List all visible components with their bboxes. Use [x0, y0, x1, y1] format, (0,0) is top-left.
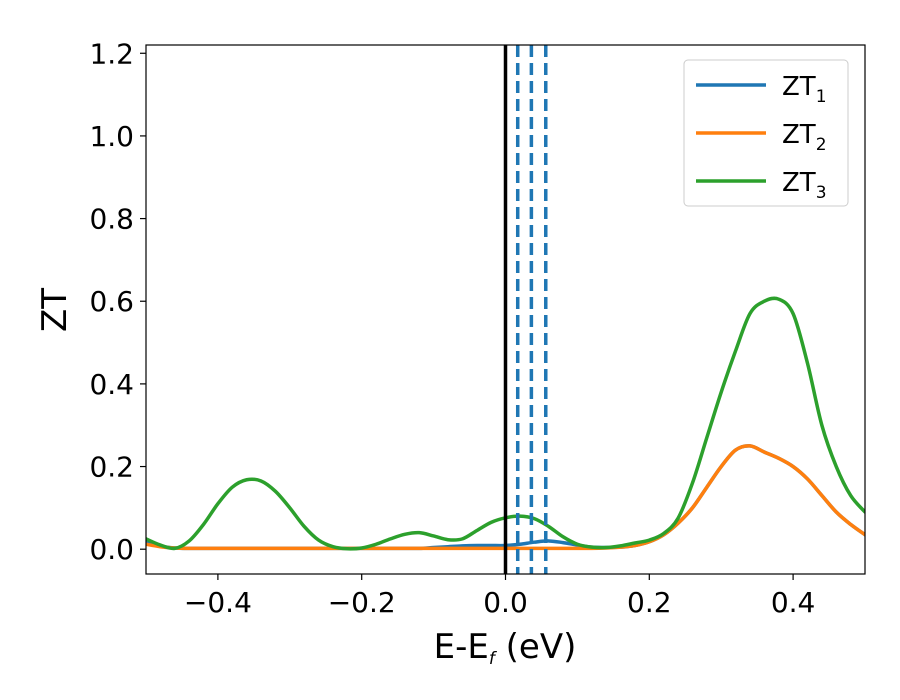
x-axis-label: E-Ef (eV) [434, 627, 577, 669]
x-tick-label: 0.0 [483, 586, 528, 619]
x-axis-ticks: −0.4 −0.2 0.0 0.2 0.4 [184, 574, 815, 619]
y-tick-label: 0.0 [89, 533, 134, 566]
y-tick-label: 0.2 [89, 451, 134, 484]
y-tick-label: 0.6 [89, 285, 134, 318]
y-tick-label: 0.4 [89, 368, 134, 401]
x-tick-label: 0.4 [771, 586, 816, 619]
y-axis-ticks: 0.0 0.2 0.4 0.6 0.8 1.0 1.2 [89, 37, 146, 566]
plot-area [146, 45, 865, 574]
y-tick-label: 1.2 [89, 37, 134, 70]
legend-label-zt1: ZT1 [782, 72, 827, 107]
x-axis-label-unit: (eV) [495, 627, 577, 667]
x-tick-label: −0.2 [328, 586, 396, 619]
x-axis-label-subscript: f [489, 649, 498, 669]
legend: ZT1 ZT2 ZT3 [683, 59, 849, 207]
x-tick-label: −0.4 [184, 586, 252, 619]
y-tick-label: 1.0 [89, 120, 134, 153]
legend-label-zt3: ZT3 [782, 168, 827, 203]
y-tick-label: 0.8 [89, 203, 134, 236]
x-tick-label: 0.2 [627, 586, 672, 619]
y-axis-label: ZT [35, 288, 75, 332]
x-axis-label-main: E-E [434, 627, 489, 667]
legend-label-zt2: ZT2 [782, 120, 827, 155]
